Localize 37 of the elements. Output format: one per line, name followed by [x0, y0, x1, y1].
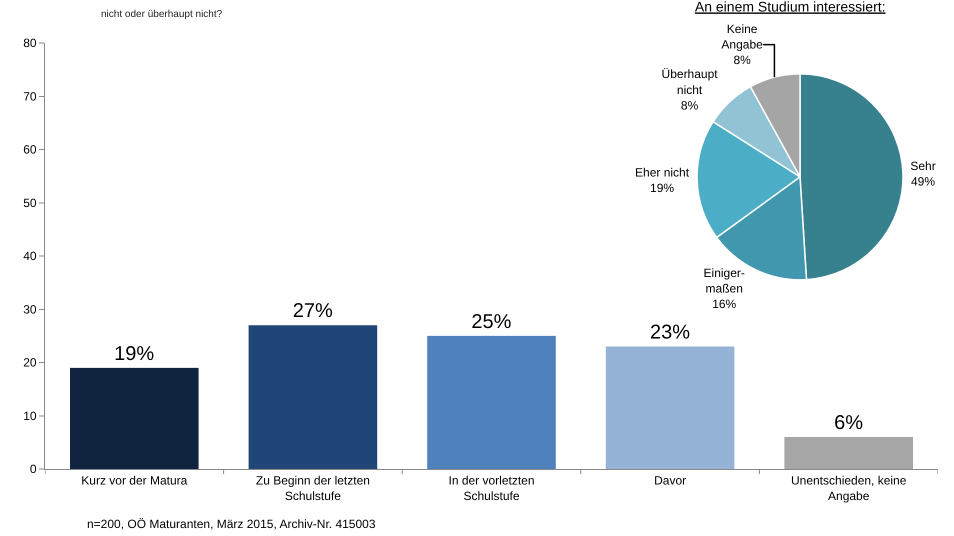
data-label: 49% — [911, 174, 936, 188]
bar — [427, 336, 556, 469]
slice-label: Keine Angabe — [721, 22, 764, 52]
data-label: 23% — [650, 322, 690, 344]
x-tick-label: In der vorletzten Schulstufe — [448, 473, 535, 503]
slice-label: Sehr — [910, 158, 936, 173]
data-label: 8% — [680, 98, 699, 112]
x-tick-label: Unentschieden, keine Angabe — [790, 473, 907, 503]
bar — [784, 437, 913, 469]
y-tick-label: 40 — [23, 249, 37, 264]
y-tick-label: 30 — [23, 302, 37, 316]
bar — [248, 325, 378, 469]
text: n=200, OÖ Maturanten, März 2015, Archiv-Nr. 415003 — [87, 517, 376, 531]
x-tick-label: Zu Beginn der letzten Schulstufe — [256, 473, 370, 503]
y-tick-label: 80 — [23, 36, 37, 50]
bar — [606, 346, 734, 469]
y-tick-label: 70 — [23, 89, 37, 104]
bar — [70, 368, 199, 469]
slice-label: Einiger- maßen — [704, 266, 745, 296]
slice-label: Überhaupt nicht — [662, 67, 718, 97]
data-label: 19% — [650, 180, 674, 195]
y-tick-label: 60 — [23, 142, 37, 157]
y-tick-label: 0 — [30, 462, 37, 476]
data-label: 27% — [292, 300, 334, 322]
data-label: 25% — [471, 310, 512, 333]
text: nicht oder überhaupt nicht? — [101, 9, 223, 20]
y-tick-label: 10 — [23, 408, 37, 423]
data-label: 16% — [712, 297, 737, 312]
data-label: 8% — [733, 53, 752, 68]
y-tick-label: 20 — [23, 356, 37, 370]
x-tick-label: Davor — [654, 473, 686, 488]
x-tick-label: Kurz vor der Matura — [81, 473, 188, 488]
data-label: 19% — [114, 342, 154, 365]
data-label: 6% — [834, 412, 864, 434]
chart-title: An einem Studium interessiert: — [694, 0, 886, 14]
slice-label: Eher nicht — [635, 165, 690, 180]
y-tick-label: 50 — [23, 196, 37, 210]
